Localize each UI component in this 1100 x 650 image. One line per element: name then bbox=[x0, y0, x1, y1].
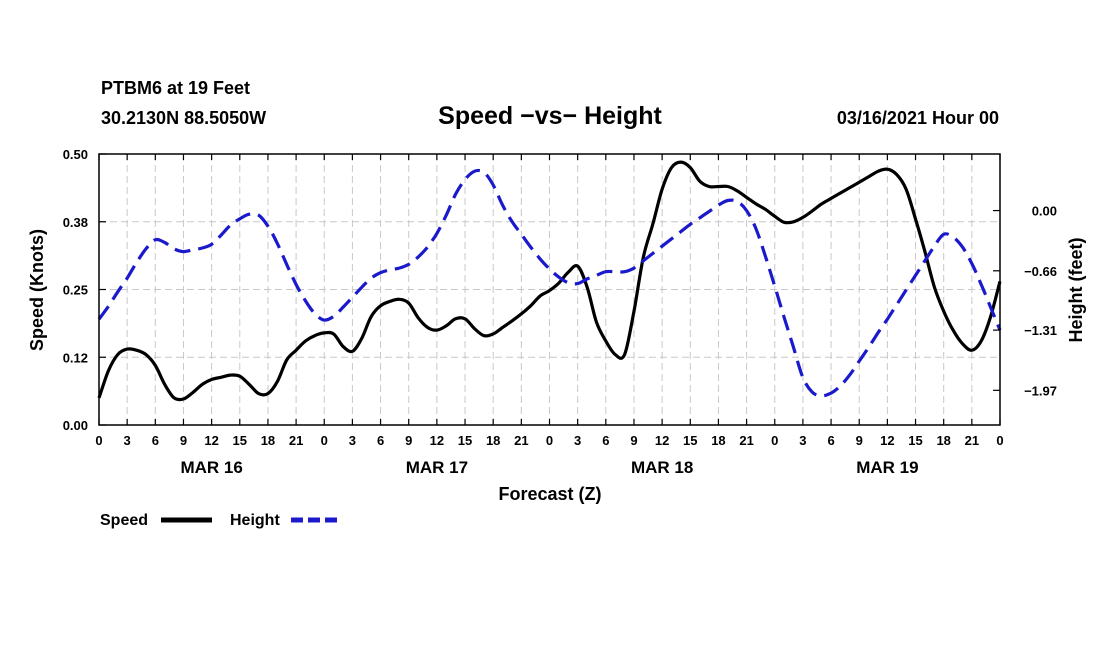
series-layer bbox=[97, 160, 1002, 402]
x-tick-label: 0 bbox=[546, 433, 553, 448]
y-tick-label: 0.12 bbox=[63, 350, 88, 365]
x-tick-label: 0 bbox=[95, 433, 102, 448]
legend: Speed Height bbox=[100, 512, 342, 529]
date-label: MAR 16 bbox=[180, 458, 242, 477]
x-tick-label: 9 bbox=[180, 433, 187, 448]
x-tick-label: 3 bbox=[124, 433, 131, 448]
date-label: MAR 17 bbox=[406, 458, 468, 477]
date-label: MAR 18 bbox=[631, 458, 693, 477]
x-tick-label: 6 bbox=[152, 433, 159, 448]
legend-height-label: Height bbox=[230, 512, 280, 529]
height-series-line bbox=[97, 168, 1002, 398]
y2-tick-label: −0.66 bbox=[1024, 264, 1057, 279]
x-tick-label: 15 bbox=[233, 433, 247, 448]
x-tick-label: 21 bbox=[739, 433, 753, 448]
y-tick-label: 0.38 bbox=[63, 215, 88, 230]
x-tick-label: 12 bbox=[655, 433, 669, 448]
date-label: MAR 19 bbox=[856, 458, 918, 477]
y2-tick-label: 0.00 bbox=[1032, 204, 1057, 219]
speed-series-line bbox=[97, 160, 1002, 402]
axes: 0 3 6 9 12 15 18 21 0 3 6 9 12 15 18 21 0 3 6 9 12 15 18 21 0 3 6 9… bbox=[63, 147, 1057, 477]
x-tick-label: 0 bbox=[321, 433, 328, 448]
x-tick-label: 18 bbox=[711, 433, 725, 448]
x-tick-label: 3 bbox=[574, 433, 581, 448]
y-tick-label: 0.50 bbox=[63, 147, 88, 162]
x-tick-label: 15 bbox=[458, 433, 472, 448]
y2-tick-label: −1.31 bbox=[1024, 323, 1057, 338]
y-tick-label: 0.00 bbox=[63, 418, 88, 433]
y2-tick-label: −1.97 bbox=[1024, 383, 1057, 398]
x-tick-label: 6 bbox=[827, 433, 834, 448]
y-tick-label: 0.25 bbox=[63, 283, 88, 298]
x-tick-label: 0 bbox=[771, 433, 778, 448]
location-label: 30.2130N 88.5050W bbox=[101, 108, 266, 128]
station-label: PTBM6 at 19 Feet bbox=[101, 78, 250, 98]
x-tick-label: 6 bbox=[602, 433, 609, 448]
x-tick-label: 15 bbox=[683, 433, 697, 448]
y2-axis-label: Height (feet) bbox=[1066, 238, 1086, 343]
x-tick-label: 12 bbox=[880, 433, 894, 448]
x-axis-label: Forecast (Z) bbox=[498, 484, 601, 504]
x-tick-label: 3 bbox=[799, 433, 806, 448]
x-tick-label: 21 bbox=[289, 433, 303, 448]
legend-speed-label: Speed bbox=[100, 512, 148, 529]
x-tick-label: 18 bbox=[261, 433, 275, 448]
x-tick-label: 6 bbox=[377, 433, 384, 448]
x-tick-label: 18 bbox=[486, 433, 500, 448]
x-tick-label: 21 bbox=[965, 433, 979, 448]
x-tick-label: 12 bbox=[430, 433, 444, 448]
x-tick-label: 9 bbox=[856, 433, 863, 448]
chart-title: Speed −vs− Height bbox=[438, 102, 662, 130]
x-tick-label: 9 bbox=[630, 433, 637, 448]
x-tick-label: 3 bbox=[349, 433, 356, 448]
x-tick-label: 21 bbox=[514, 433, 528, 448]
grid bbox=[99, 154, 1000, 425]
datetime-label: 03/16/2021 Hour 00 bbox=[837, 108, 999, 128]
x-tick-label: 15 bbox=[908, 433, 922, 448]
x-tick-label: 9 bbox=[405, 433, 412, 448]
y-axis-label: Speed (Knots) bbox=[27, 229, 47, 351]
x-tick-label: 12 bbox=[204, 433, 218, 448]
x-tick-label: 0 bbox=[996, 433, 1003, 448]
x-tick-label: 18 bbox=[936, 433, 950, 448]
